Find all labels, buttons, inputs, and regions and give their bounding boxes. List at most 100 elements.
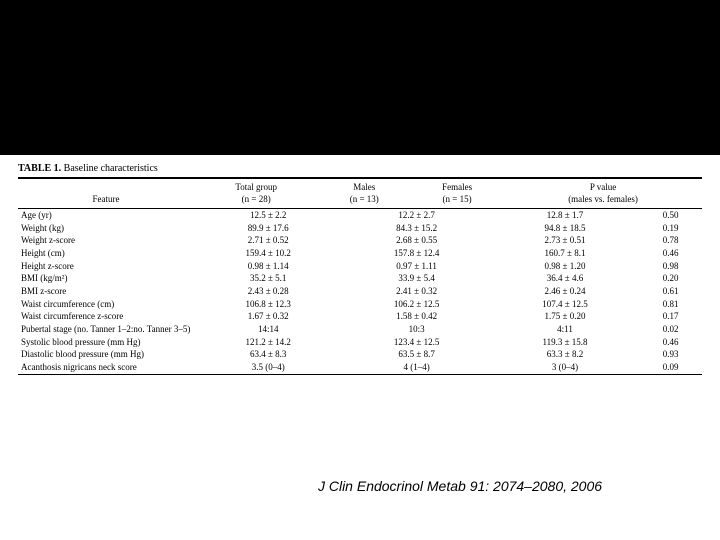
- table-row: Height (cm)159.4 ± 10.2157.8 ± 12.4160.7…: [18, 247, 702, 260]
- cell-feature: Age (yr): [18, 209, 194, 222]
- cell-pvalue: 0.46: [639, 247, 702, 260]
- cell-pvalue: 0.02: [639, 324, 702, 337]
- cell-feature: Weight z-score: [18, 235, 194, 248]
- cell-total: 14:14: [194, 324, 342, 337]
- top-black-bar: [0, 0, 720, 155]
- table-row: Diastolic blood pressure (mm Hg)63.4 ± 8…: [18, 349, 702, 362]
- cell-males: 12.2 ± 2.7: [342, 209, 490, 222]
- col-pvalue: P value (males vs. females): [504, 179, 702, 208]
- col-pvalue-l1: P value: [590, 182, 616, 192]
- cell-pvalue: 0.17: [639, 311, 702, 324]
- cell-males: 0.97 ± 1.11: [342, 260, 490, 273]
- cell-total: 0.98 ± 1.14: [194, 260, 342, 273]
- table-row: Weight (kg)89.9 ± 17.684.3 ± 15.294.8 ± …: [18, 222, 702, 235]
- cell-males: 123.4 ± 12.5: [342, 336, 490, 349]
- cell-total: 121.2 ± 14.2: [194, 336, 342, 349]
- cell-pvalue: 0.98: [639, 260, 702, 273]
- cell-total: 2.71 ± 0.52: [194, 235, 342, 248]
- table-row: Height z-score0.98 ± 1.140.97 ± 1.110.98…: [18, 260, 702, 273]
- cell-females: 4:11: [491, 324, 639, 337]
- cell-feature: Diastolic blood pressure (mm Hg): [18, 349, 194, 362]
- col-males-l1: Males: [353, 182, 375, 192]
- cell-females: 2.46 ± 0.24: [491, 286, 639, 299]
- cell-feature: Acanthosis nigricans neck score: [18, 362, 194, 375]
- cell-pvalue: 0.50: [639, 209, 702, 222]
- table-row: BMI (kg/m²)35.2 ± 5.133.9 ± 5.436.4 ± 4.…: [18, 273, 702, 286]
- table-row: Waist circumference z-score1.67 ± 0.321.…: [18, 311, 702, 324]
- cell-males: 4 (1–4): [342, 362, 490, 375]
- cell-pvalue: 0.20: [639, 273, 702, 286]
- col-males: Males (n = 13): [318, 179, 410, 208]
- cell-females: 94.8 ± 18.5: [491, 222, 639, 235]
- cell-pvalue: 0.81: [639, 298, 702, 311]
- table-title-text: Baseline characteristics: [64, 163, 158, 174]
- col-females-l1: Females: [442, 182, 472, 192]
- table-row: Pubertal stage (no. Tanner 1–2:no. Tanne…: [18, 324, 702, 337]
- cell-males: 157.8 ± 12.4: [342, 247, 490, 260]
- cell-pvalue: 0.09: [639, 362, 702, 375]
- cell-feature: Waist circumference z-score: [18, 311, 194, 324]
- cell-feature: Pubertal stage (no. Tanner 1–2:no. Tanne…: [18, 324, 194, 337]
- citation: J Clin Endocrinol Metab 91: 2074–2080, 2…: [0, 478, 720, 494]
- cell-females: 160.7 ± 8.1: [491, 247, 639, 260]
- cell-females: 107.4 ± 12.5: [491, 298, 639, 311]
- cell-males: 63.5 ± 8.7: [342, 349, 490, 362]
- cell-females: 3 (0–4): [491, 362, 639, 375]
- cell-total: 3.5 (0–4): [194, 362, 342, 375]
- cell-total: 1.67 ± 0.32: [194, 311, 342, 324]
- cell-total: 89.9 ± 17.6: [194, 222, 342, 235]
- cell-females: 119.3 ± 15.8: [491, 336, 639, 349]
- col-pvalue-l2: (males vs. females): [568, 194, 638, 204]
- cell-total: 2.43 ± 0.28: [194, 286, 342, 299]
- table-row: Waist circumference (cm)106.8 ± 12.3106.…: [18, 298, 702, 311]
- table-title-prefix: TABLE 1.: [18, 163, 61, 174]
- cell-total: 159.4 ± 10.2: [194, 247, 342, 260]
- citation-text: J Clin Endocrinol Metab 91: 2074–2080, 2…: [318, 478, 602, 494]
- cell-females: 1.75 ± 0.20: [491, 311, 639, 324]
- cell-females: 2.73 ± 0.51: [491, 235, 639, 248]
- cell-males: 1.58 ± 0.42: [342, 311, 490, 324]
- baseline-table-body: Age (yr)12.5 ± 2.212.2 ± 2.712.8 ± 1.70.…: [18, 209, 702, 374]
- col-total-l2: (n = 28): [242, 194, 271, 204]
- col-males-l2: (n = 13): [350, 194, 379, 204]
- cell-pvalue: 0.78: [639, 235, 702, 248]
- cell-total: 106.8 ± 12.3: [194, 298, 342, 311]
- cell-females: 63.3 ± 8.2: [491, 349, 639, 362]
- col-feature: Feature: [18, 179, 194, 208]
- cell-feature: Weight (kg): [18, 222, 194, 235]
- table-row: BMI z-score2.43 ± 0.282.41 ± 0.322.46 ± …: [18, 286, 702, 299]
- cell-females: 12.8 ± 1.7: [491, 209, 639, 222]
- cell-pvalue: 0.61: [639, 286, 702, 299]
- cell-males: 2.41 ± 0.32: [342, 286, 490, 299]
- cell-feature: Waist circumference (cm): [18, 298, 194, 311]
- table-body: Age (yr)12.5 ± 2.212.2 ± 2.712.8 ± 1.70.…: [18, 209, 702, 374]
- rule-bottom: [18, 374, 702, 375]
- table-container: TABLE 1. Baseline characteristics Featur…: [0, 155, 720, 375]
- col-females-l2: (n = 15): [443, 194, 472, 204]
- cell-females: 36.4 ± 4.6: [491, 273, 639, 286]
- cell-feature: BMI (kg/m²): [18, 273, 194, 286]
- cell-males: 10:3: [342, 324, 490, 337]
- cell-feature: BMI z-score: [18, 286, 194, 299]
- cell-females: 0.98 ± 1.20: [491, 260, 639, 273]
- cell-total: 35.2 ± 5.1: [194, 273, 342, 286]
- col-total: Total group (n = 28): [194, 179, 318, 208]
- cell-feature: Height z-score: [18, 260, 194, 273]
- cell-total: 12.5 ± 2.2: [194, 209, 342, 222]
- cell-total: 63.4 ± 8.3: [194, 349, 342, 362]
- table-row: Acanthosis nigricans neck score3.5 (0–4)…: [18, 362, 702, 375]
- table-row: Systolic blood pressure (mm Hg)121.2 ± 1…: [18, 336, 702, 349]
- cell-feature: Height (cm): [18, 247, 194, 260]
- col-females: Females (n = 15): [410, 179, 504, 208]
- cell-pvalue: 0.46: [639, 336, 702, 349]
- col-total-l1: Total group: [235, 182, 277, 192]
- cell-males: 33.9 ± 5.4: [342, 273, 490, 286]
- cell-males: 2.68 ± 0.55: [342, 235, 490, 248]
- cell-feature: Systolic blood pressure (mm Hg): [18, 336, 194, 349]
- table-head: Feature Total group (n = 28) Males (n = …: [18, 179, 702, 208]
- col-feature-label: Feature: [93, 194, 120, 204]
- table-title: TABLE 1. Baseline characteristics: [18, 163, 702, 174]
- baseline-table: Feature Total group (n = 28) Males (n = …: [18, 179, 702, 208]
- cell-males: 84.3 ± 15.2: [342, 222, 490, 235]
- table-row: Age (yr)12.5 ± 2.212.2 ± 2.712.8 ± 1.70.…: [18, 209, 702, 222]
